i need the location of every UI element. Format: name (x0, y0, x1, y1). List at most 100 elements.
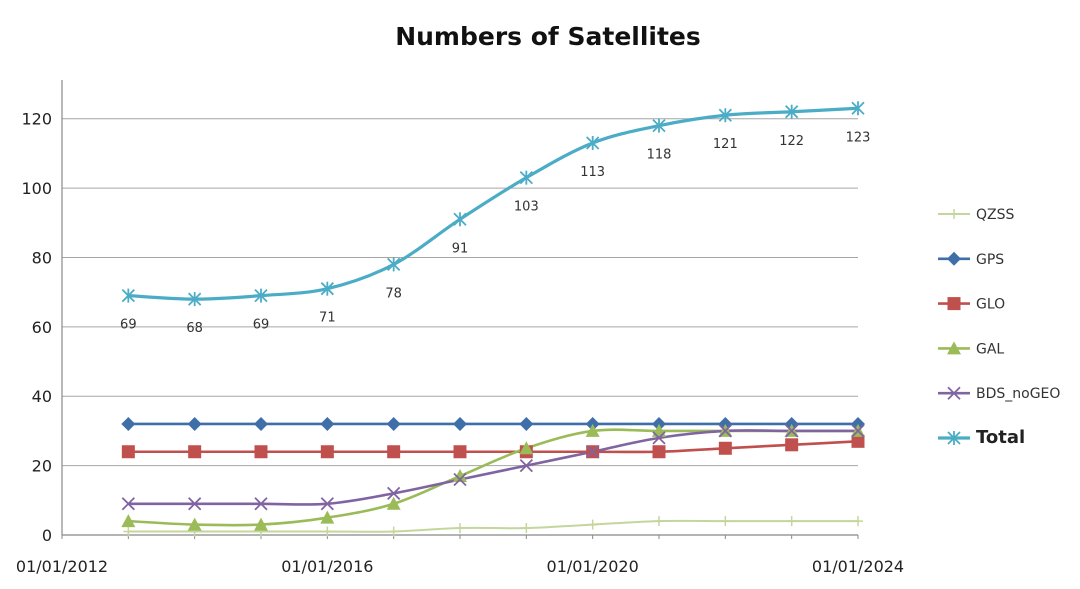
data-label-total: 68 (186, 321, 203, 336)
point-gps (254, 416, 268, 431)
x-tick-label: 01/01/2012 (16, 557, 108, 576)
point-glo (851, 434, 865, 448)
point-qzss (123, 526, 134, 537)
point-bds-nogeo (121, 497, 135, 511)
data-label-total: 69 (253, 318, 270, 333)
chart-title: Numbers of Satellites (395, 22, 701, 51)
point-glo (387, 445, 401, 459)
point-qzss (853, 516, 863, 527)
point-glo (718, 441, 732, 455)
point-qzss (654, 516, 664, 527)
legend-marker-gal (947, 341, 961, 355)
point-bds-nogeo (320, 497, 334, 511)
axes: 0 20 40 60 80 100 120 01/01/2012 01/01/2016 01/01… (16, 80, 904, 576)
legend-label-glo: GLO (976, 297, 1005, 313)
point-glo (785, 438, 799, 452)
point-qzss (388, 526, 399, 537)
point-glo (254, 445, 268, 459)
legend-marker-bds-nogeo (947, 386, 961, 400)
series-markers (121, 101, 865, 537)
point-total (586, 135, 600, 150)
point-gps (386, 416, 401, 431)
legend-marker-qzss (949, 209, 959, 219)
point-bds-nogeo (453, 472, 467, 487)
x-tick-label: 01/01/2020 (547, 557, 639, 576)
data-label-total: 121 (713, 137, 738, 152)
point-bds-nogeo (652, 431, 666, 445)
data-label-total: 123 (846, 130, 871, 145)
series-lines (128, 106, 859, 533)
point-gps (453, 416, 467, 431)
point-total (188, 292, 202, 307)
data-label-total: 118 (647, 148, 672, 163)
point-qzss (786, 516, 797, 527)
series-line-bds-nogeo (128, 429, 858, 506)
y-tick-label: 0 (42, 526, 52, 545)
data-label-total: 91 (452, 241, 469, 256)
legend-marker-total (947, 431, 961, 445)
data-label-total: 71 (319, 311, 336, 326)
legend-label-bds-nogeo: BDS_noGEO (976, 386, 1060, 402)
point-bds-nogeo (851, 424, 865, 438)
point-gps (519, 416, 534, 431)
point-bds-nogeo (785, 424, 799, 438)
x-tick-label: 01/01/2024 (812, 557, 904, 576)
point-bds-nogeo (387, 486, 401, 501)
point-gps (187, 416, 202, 431)
point-glo (188, 445, 202, 459)
data-label-total: 69 (120, 318, 137, 333)
legend-marker-glo (947, 297, 961, 311)
legend-label-gal: GAL (976, 341, 1004, 357)
point-gal (386, 496, 401, 510)
point-total (320, 281, 334, 296)
point-gal (585, 423, 600, 437)
legend-label-total: Total (976, 427, 1025, 448)
point-glo (121, 445, 135, 459)
y-tick-label: 120 (21, 110, 52, 129)
point-glo (453, 445, 467, 459)
point-bds-nogeo (586, 445, 600, 459)
grid-lines (62, 118, 858, 467)
data-label-total: 103 (514, 200, 539, 215)
point-gps (121, 416, 136, 431)
y-tick-label: 20 (32, 457, 52, 476)
legend-marker-gps (947, 251, 961, 266)
point-total (718, 108, 732, 123)
point-bds-nogeo (519, 458, 533, 473)
point-total (652, 118, 666, 133)
point-total (453, 212, 467, 227)
data-label-total: 113 (580, 165, 605, 180)
legend-label-qzss: QZSS (976, 207, 1014, 223)
point-bds-nogeo (718, 424, 732, 438)
point-gal (320, 510, 335, 524)
series-line-glo (128, 440, 859, 454)
point-total (519, 170, 533, 185)
legend-label-gps: GPS (976, 252, 1004, 268)
y-tick-label: 40 (32, 387, 52, 406)
x-tick-label: 01/01/2016 (281, 557, 373, 576)
point-gal (453, 469, 467, 483)
data-label-total: 78 (385, 286, 402, 301)
point-total (254, 288, 268, 303)
point-gps (320, 416, 335, 431)
data-labels: 69 68 69 71 78 91 103 113 118 121 122 123 (120, 130, 870, 336)
legend: QZSS GPS GLO GAL BDS_noGEO Total (938, 207, 1060, 448)
point-total (785, 104, 799, 119)
y-tick-label: 60 (32, 318, 52, 337)
y-tick-label: 100 (21, 179, 52, 198)
point-total (387, 257, 401, 272)
point-total (121, 288, 135, 303)
point-qzss (455, 523, 465, 534)
point-qzss (322, 526, 333, 537)
series-line-qzss (128, 519, 858, 533)
series-line-total (128, 106, 859, 301)
point-bds-nogeo (254, 497, 268, 511)
point-gal (519, 441, 534, 455)
point-glo (320, 445, 334, 459)
data-label-total: 122 (779, 134, 804, 149)
y-tick-label: 80 (32, 248, 52, 267)
series-line-gal (128, 428, 858, 527)
point-total (851, 101, 865, 116)
